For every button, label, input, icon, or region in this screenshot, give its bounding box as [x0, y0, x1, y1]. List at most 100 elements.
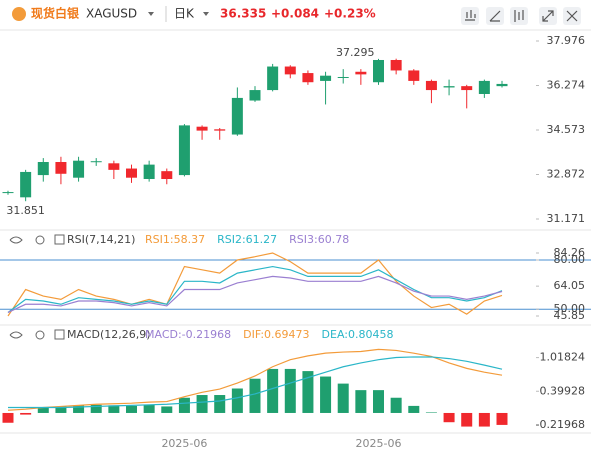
- macd-bar: [214, 395, 226, 413]
- y-tick-label: 1.01824: [540, 351, 586, 364]
- macd-bar: [37, 407, 49, 413]
- y-tick-label: 36.274: [547, 79, 586, 92]
- candle-body: [355, 71, 367, 75]
- candle-body: [108, 163, 120, 170]
- candle-body: [390, 59, 402, 71]
- x-tick-label: 2025-06: [161, 437, 207, 450]
- change-pct: +0.23%: [324, 7, 376, 21]
- candle-body: [161, 171, 173, 180]
- candle-body: [373, 59, 384, 83]
- candle-body: [337, 76, 349, 78]
- macd-bar: [478, 412, 490, 427]
- candle-body: [461, 86, 473, 91]
- symbol[interactable]: XAGUSD: [86, 7, 137, 21]
- macd-panel-icons: [9, 329, 65, 340]
- panel-title: RSI(7,14,21): [67, 233, 135, 246]
- y-tick-label: -0.21968: [536, 418, 585, 431]
- candle-body: [249, 90, 261, 101]
- y-tick-label: 32.872: [547, 168, 586, 181]
- candle-body: [37, 162, 49, 176]
- candle-body: [267, 66, 279, 91]
- rsi-line: [7, 252, 503, 317]
- candle-body: [90, 161, 102, 163]
- legend-entry: MACD:-0.21968: [145, 328, 231, 341]
- x-tick-label: 2025-06: [356, 437, 402, 450]
- candle-body: [478, 80, 490, 94]
- macd-bar: [443, 412, 455, 423]
- high-label: 37.295: [336, 46, 375, 59]
- rsi-panel-icons: [9, 234, 65, 245]
- candle-body: [408, 70, 420, 81]
- candle-body: [443, 86, 455, 88]
- box-icon[interactable]: [54, 329, 65, 340]
- type-icon: [514, 10, 524, 22]
- macd-bar: [126, 405, 137, 413]
- eye-icon[interactable]: [9, 236, 23, 244]
- macd-bar: [2, 412, 14, 423]
- candle-body: [73, 160, 85, 178]
- candle-body: [196, 126, 208, 131]
- candle-body: [284, 66, 296, 75]
- macd-bar: [320, 376, 332, 413]
- y-tick-label: 34.573: [547, 123, 586, 136]
- macd-bar: [249, 378, 261, 413]
- y-tick-label: 64.05: [554, 279, 586, 292]
- y-tick-label: 37.976: [547, 34, 586, 47]
- macd-bar: [90, 404, 102, 413]
- close-icon: [566, 10, 578, 22]
- y-tick-label: 0.39928: [540, 384, 586, 397]
- macd-bar: [461, 412, 473, 427]
- macd-bar: [143, 404, 155, 413]
- macd-line: [7, 348, 503, 411]
- macd-bar: [231, 388, 243, 413]
- candle-body: [2, 192, 14, 194]
- y-tick-label: 45.85: [554, 309, 586, 322]
- panel-title: MACD(12,26,9): [67, 328, 151, 341]
- settings-icon[interactable]: [35, 330, 45, 340]
- dropdown-arrow[interactable]: [148, 12, 154, 16]
- macd-bar: [284, 368, 296, 413]
- dropdown-arrow[interactable]: [203, 12, 209, 16]
- logo: [12, 7, 26, 21]
- macd-bar: [196, 395, 208, 413]
- price: 36.335: [220, 7, 266, 21]
- legend-entry: RSI2:61.27: [217, 233, 277, 246]
- candle-body: [55, 162, 67, 174]
- box-icon[interactable]: [54, 234, 65, 245]
- candle-body: [143, 164, 155, 180]
- y-tick-label: 80.00: [554, 253, 586, 266]
- change: +0.084: [271, 7, 319, 21]
- indicator-icon: [465, 10, 476, 21]
- candle-body: [320, 75, 332, 81]
- y-tick-label: 84.26: [554, 246, 586, 259]
- macd-bar: [355, 390, 367, 413]
- rsi-line: [7, 275, 503, 314]
- indicator-button[interactable]: [461, 7, 479, 25]
- macd-bar: [267, 368, 279, 413]
- macd-bar: [425, 412, 437, 413]
- y-tick-label: 31.171: [547, 212, 586, 225]
- candle-body: [302, 73, 314, 83]
- candle-body: [425, 80, 437, 91]
- toolbar: [461, 7, 581, 25]
- candle-body: [496, 83, 508, 87]
- legend-entry: DIF:0.69473: [243, 328, 309, 341]
- macd-bar: [55, 406, 67, 413]
- legend-entry: DEA:0.80458: [322, 328, 394, 341]
- macd-bar: [161, 406, 173, 413]
- macd-bar: [73, 405, 85, 413]
- macd-bar: [337, 383, 349, 413]
- macd-bar: [390, 397, 402, 413]
- macd-bar: [108, 405, 120, 413]
- settings-icon[interactable]: [35, 235, 45, 245]
- macd-bar: [302, 371, 314, 413]
- instrument-name: 现货白银: [31, 6, 80, 21]
- candle-body: [214, 129, 226, 131]
- macd-bar: [408, 405, 420, 413]
- eye-icon[interactable]: [9, 331, 23, 339]
- candle-body: [126, 168, 137, 178]
- candle-body: [178, 125, 190, 176]
- period[interactable]: 日K: [174, 7, 195, 21]
